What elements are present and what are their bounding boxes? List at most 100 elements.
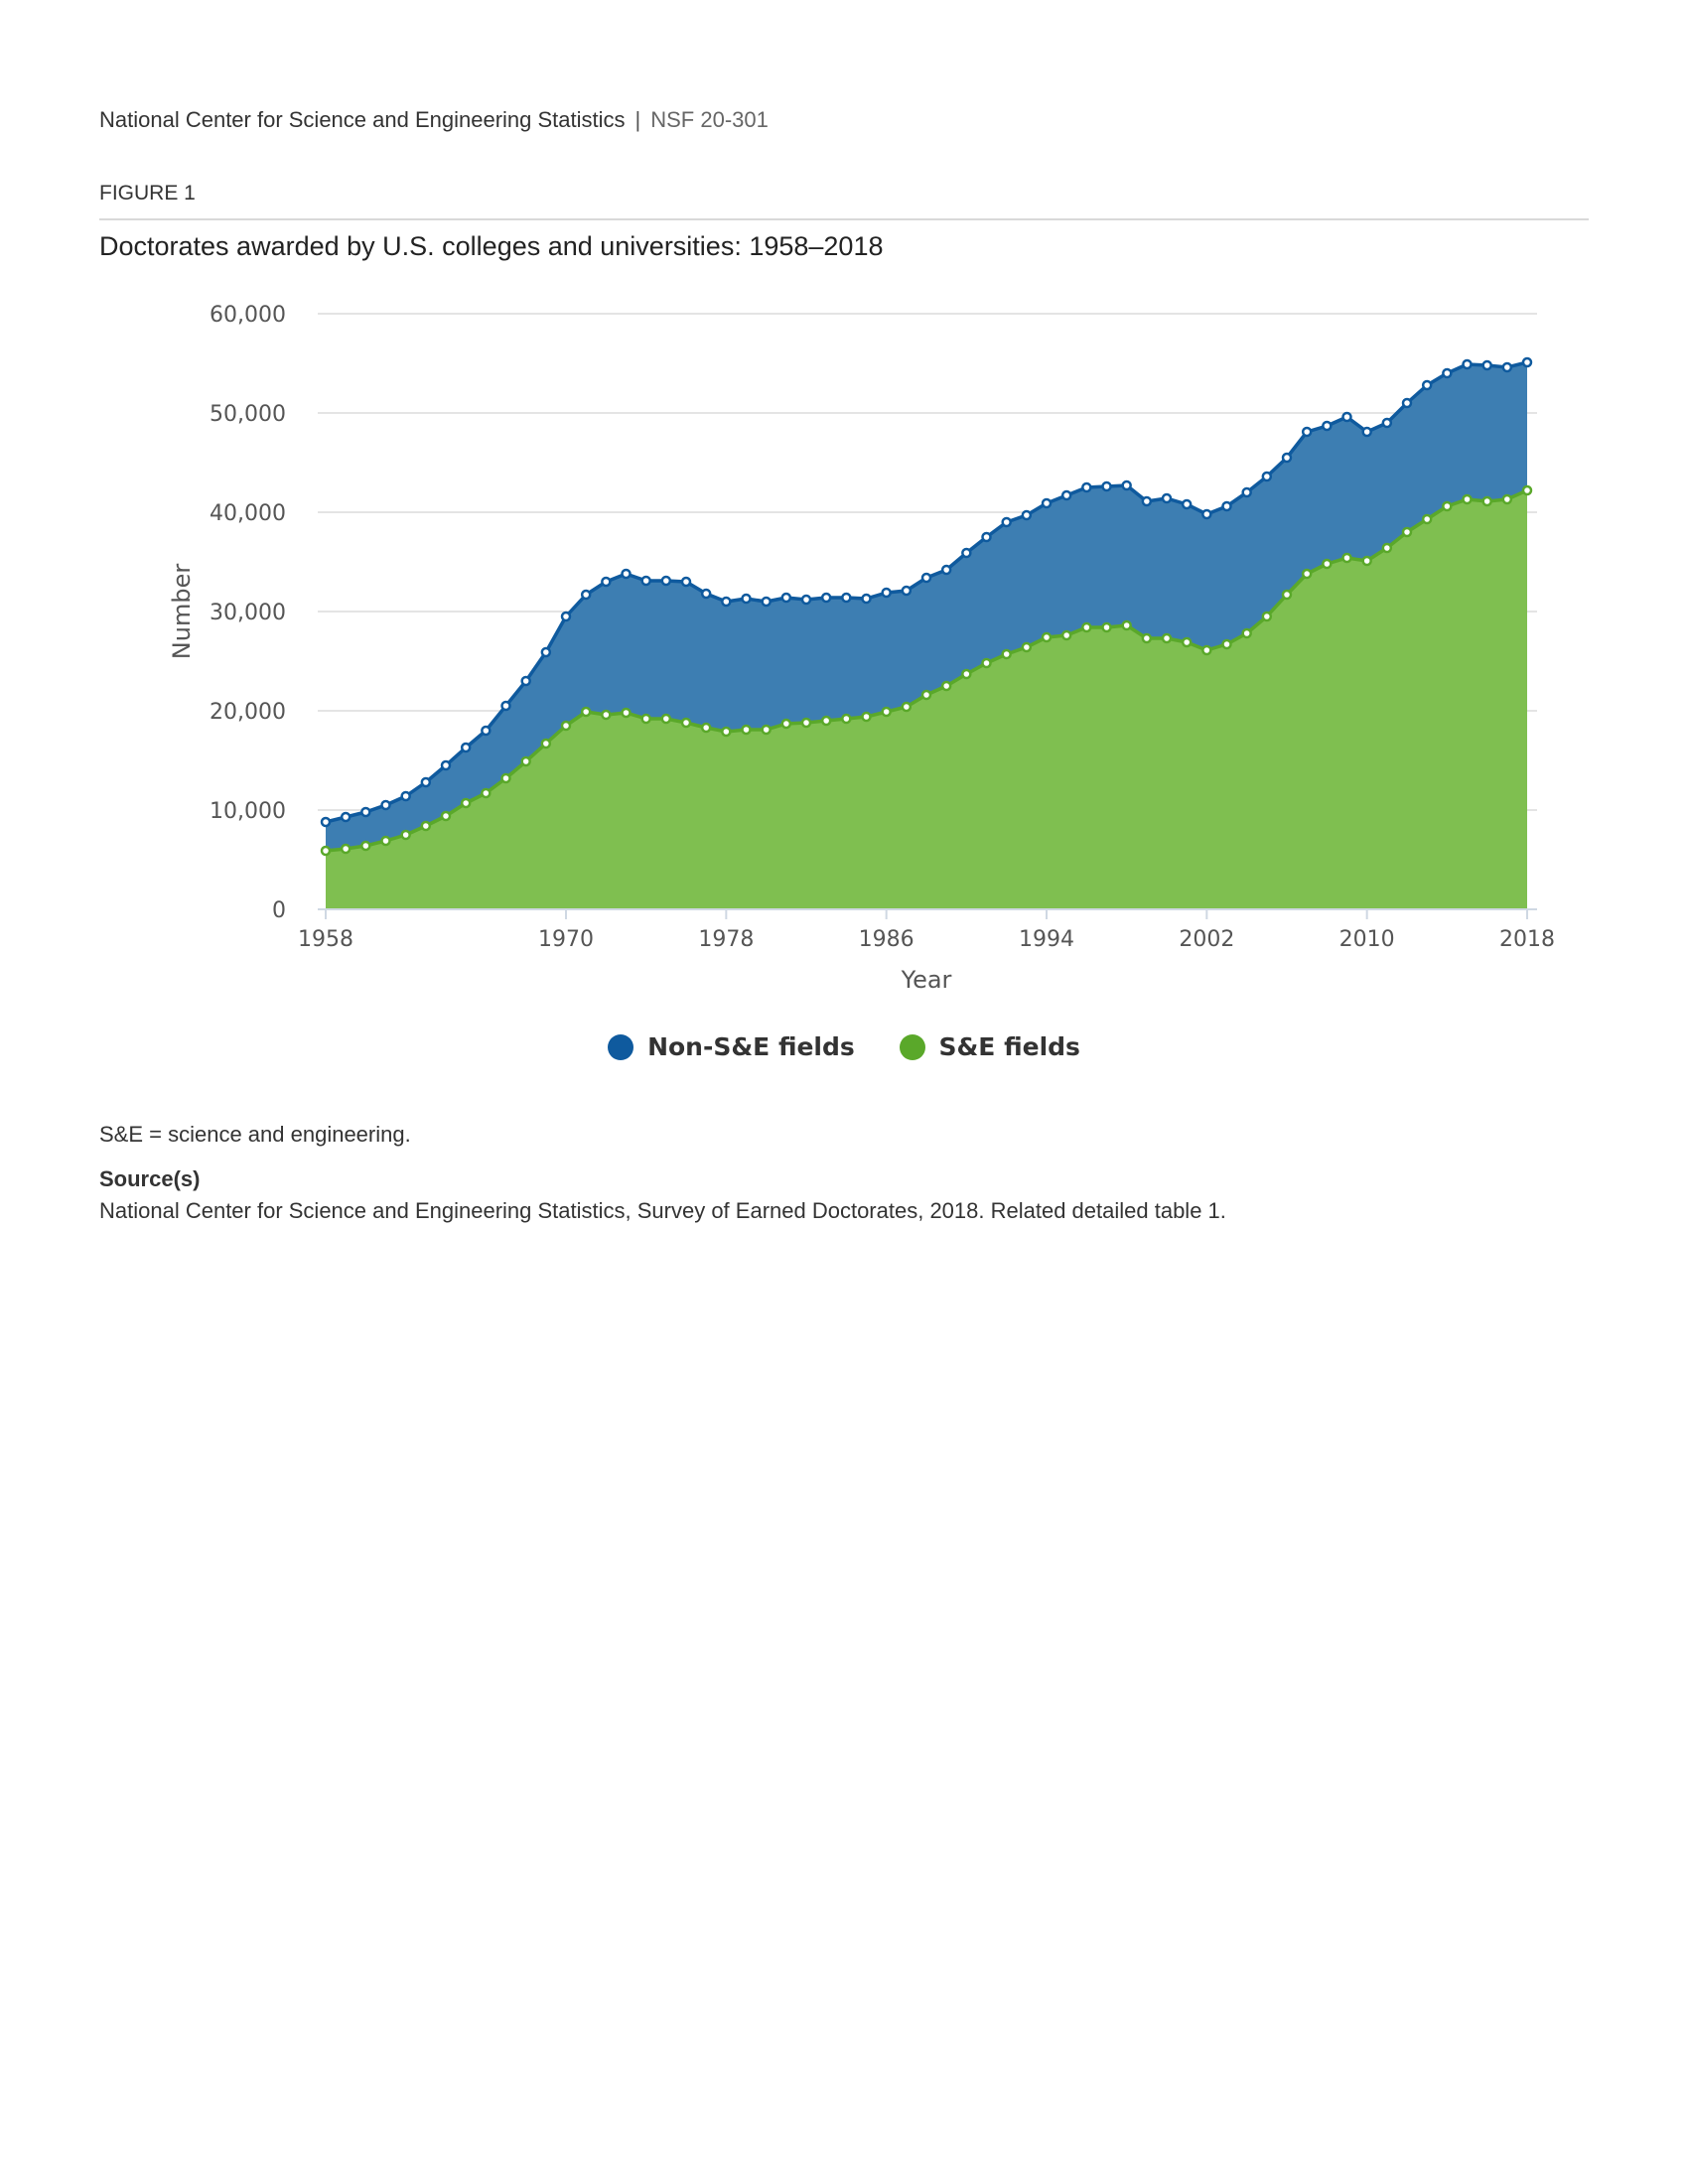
point-se-fields <box>761 724 772 736</box>
title-divider <box>99 218 1589 220</box>
point-se-fields <box>1241 627 1252 639</box>
point-non-se-fields <box>1161 492 1173 504</box>
axes: 0 10,000 20,000 30,000 40,000 50,000 60,000 195… <box>168 303 1555 994</box>
point-non-se-fields <box>841 592 852 604</box>
point-non-se-fields <box>320 816 332 828</box>
point-se-fields <box>660 713 672 725</box>
point-se-fields <box>961 668 972 680</box>
point-non-se-fields <box>1361 426 1372 438</box>
x-tick-label: 1978 <box>698 927 754 952</box>
point-non-se-fields <box>540 646 552 658</box>
point-non-se-fields <box>1501 361 1513 373</box>
x-tick-label: 1986 <box>859 927 914 952</box>
legend-label-non-se: Non-S&E fields <box>647 1032 855 1061</box>
point-se-fields <box>580 706 592 718</box>
point-se-fields <box>1161 632 1173 644</box>
point-se-fields <box>1201 644 1212 656</box>
point-se-fields <box>981 657 992 669</box>
point-non-se-fields <box>1060 489 1072 501</box>
point-se-fields <box>560 720 572 732</box>
area-layer <box>325 360 1528 909</box>
point-se-fields <box>380 835 391 847</box>
point-non-se-fields <box>901 585 913 597</box>
point-non-se-fields <box>380 799 391 811</box>
figure-title: Doctorates awarded by U.S. colleges and … <box>99 231 884 261</box>
point-se-fields <box>1481 495 1492 507</box>
point-non-se-fields <box>721 596 732 608</box>
point-se-fields <box>420 820 432 832</box>
point-se-fields <box>340 843 352 855</box>
y-axis-title: Number <box>168 564 196 660</box>
figure-label: FIGURE 1 <box>99 182 196 205</box>
y-tick-label: 20,000 <box>210 700 286 725</box>
point-non-se-fields <box>1221 500 1232 512</box>
point-non-se-fields <box>1281 452 1293 464</box>
point-se-fields <box>1401 526 1413 538</box>
point-non-se-fields <box>1121 479 1132 491</box>
point-non-se-fields <box>601 576 612 588</box>
source-text: National Center for Science and Engineer… <box>99 1198 1226 1223</box>
legend-marker-se <box>899 1033 925 1060</box>
point-non-se-fields <box>1301 426 1313 438</box>
point-se-fields <box>1381 542 1393 554</box>
point-se-fields <box>1521 484 1533 496</box>
abbreviation-note: S&E = science and engineering. <box>99 1122 411 1147</box>
point-se-fields <box>861 711 872 723</box>
point-non-se-fields <box>761 596 772 608</box>
point-non-se-fields <box>420 776 432 788</box>
point-non-se-fields <box>621 568 632 580</box>
point-se-fields <box>1221 638 1232 650</box>
point-non-se-fields <box>1001 516 1012 528</box>
legend-item-non-se[interactable]: Non-S&E fields <box>608 1032 855 1061</box>
point-non-se-fields <box>500 700 511 712</box>
point-non-se-fields <box>560 611 572 622</box>
point-non-se-fields <box>1341 411 1352 423</box>
point-se-fields <box>700 722 712 734</box>
point-non-se-fields <box>920 572 932 584</box>
point-se-fields <box>601 709 612 721</box>
point-non-se-fields <box>1201 508 1212 520</box>
point-se-fields <box>1261 611 1273 622</box>
source-heading: Source(s) <box>99 1166 201 1191</box>
point-non-se-fields <box>520 675 531 687</box>
point-se-fields <box>1281 589 1293 601</box>
legend-item-se[interactable]: S&E fields <box>899 1032 1080 1061</box>
y-tick-label: 40,000 <box>210 501 286 526</box>
point-non-se-fields <box>1141 495 1153 507</box>
point-se-fields <box>841 713 852 725</box>
point-se-fields <box>881 706 892 718</box>
point-non-se-fields <box>1181 498 1193 510</box>
x-tick-label: 2002 <box>1179 927 1234 952</box>
point-non-se-fields <box>1261 471 1273 482</box>
point-se-fields <box>1421 513 1433 525</box>
x-axis-title: Year <box>901 966 952 994</box>
point-se-fields <box>440 810 452 822</box>
x-tick-label: 2018 <box>1499 927 1555 952</box>
y-tick-label: 10,000 <box>210 799 286 824</box>
y-tick-label: 60,000 <box>210 303 286 328</box>
point-se-fields <box>1181 636 1193 648</box>
point-se-fields <box>1322 558 1333 570</box>
legend-marker-non-se <box>608 1033 634 1060</box>
point-se-fields <box>540 738 552 750</box>
stacked-area-chart: 0 10,000 20,000 30,000 40,000 50,000 60,000 195… <box>168 303 1555 994</box>
report-number: NSF 20-301 <box>650 107 769 132</box>
point-non-se-fields <box>800 594 812 606</box>
point-se-fields <box>1101 621 1112 633</box>
point-non-se-fields <box>1521 356 1533 368</box>
point-se-fields <box>640 713 651 725</box>
point-se-fields <box>360 840 371 852</box>
point-se-fields <box>1021 641 1033 653</box>
point-se-fields <box>680 717 692 729</box>
legend-label-se: S&E fields <box>938 1032 1080 1061</box>
legend: Non-S&E fields S&E fields <box>0 1032 1688 1066</box>
report-header: National Center for Science and Engineer… <box>99 107 769 133</box>
point-non-se-fields <box>360 806 371 818</box>
marker-layer <box>320 356 1533 857</box>
point-non-se-fields <box>580 589 592 601</box>
point-non-se-fields <box>741 593 752 605</box>
point-non-se-fields <box>940 564 952 576</box>
y-tick-label: 0 <box>272 898 286 923</box>
x-tick-label: 1994 <box>1019 927 1074 952</box>
point-se-fields <box>1041 631 1053 643</box>
